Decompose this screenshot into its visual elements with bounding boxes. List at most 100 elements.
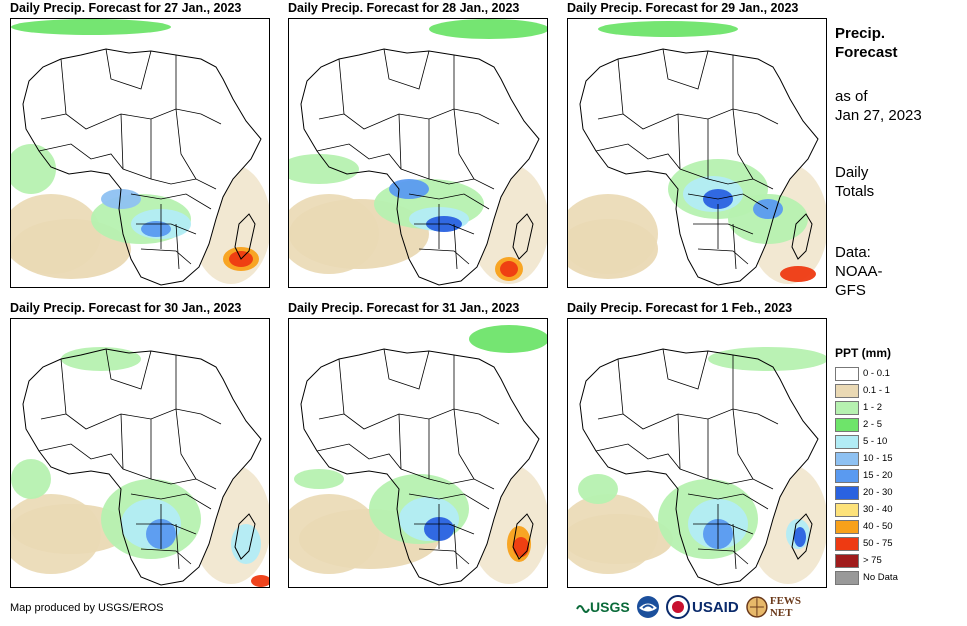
coastline	[22, 48, 262, 286]
africa-landmass	[23, 349, 261, 585]
usaid-seal-icon	[666, 595, 690, 619]
legend-label: 15 - 20	[863, 470, 893, 481]
country-border	[140, 504, 192, 570]
legend-swatch	[835, 384, 859, 398]
coastline	[579, 348, 819, 586]
legend-swatch	[835, 571, 859, 585]
legend-label: 10 - 15	[863, 453, 893, 464]
country-border	[130, 193, 212, 235]
africa-landmass	[23, 49, 261, 285]
panel-title: Daily Precip. Forecast for 29 Jan., 2023	[567, 1, 799, 15]
forecast-panel-6: Daily Precip. Forecast for 1 Feb., 2023	[567, 301, 827, 588]
country-border	[338, 358, 500, 430]
usgs-wave-icon	[576, 605, 590, 613]
country-border	[318, 348, 455, 420]
madagascar-outline	[791, 213, 813, 260]
fews-net-logo: FEWS NET	[746, 593, 826, 621]
rain-area	[11, 144, 56, 194]
madagascar-outline	[234, 513, 256, 560]
country-border	[597, 48, 734, 120]
madagascar-outline	[512, 513, 534, 560]
legend-label: 0 - 0.1	[863, 368, 890, 379]
legend-swatch	[835, 435, 859, 449]
africa-landmass	[301, 349, 539, 585]
coastline	[300, 48, 540, 286]
coastline	[22, 348, 262, 586]
rain-area	[294, 469, 344, 489]
country-border	[40, 48, 177, 120]
map-credit: Map produced by USGS/EROS	[10, 602, 164, 614]
legend-swatch	[835, 486, 859, 500]
country-border	[617, 58, 779, 130]
country-border	[120, 108, 197, 180]
legend-swatch	[835, 503, 859, 517]
legend-label: No Data	[863, 572, 898, 583]
africa-landmass	[580, 349, 818, 585]
as-of-date: as of Jan 27, 2023	[835, 88, 922, 124]
totals-note: Daily Totals	[835, 164, 875, 200]
rain-area	[780, 266, 816, 282]
data-source: Data: NOAA- GFS	[835, 244, 883, 299]
country-border	[140, 204, 192, 270]
rain-area	[513, 537, 529, 557]
rain-area	[429, 19, 547, 39]
legend-swatch	[835, 469, 859, 483]
country-border	[316, 143, 495, 190]
country-border	[60, 58, 222, 130]
rain-area	[141, 221, 171, 237]
fews-net-globe-icon	[746, 596, 768, 618]
country-border	[318, 48, 455, 120]
rain-area	[568, 219, 658, 279]
country-border	[597, 348, 734, 420]
usaid-logo: USAID	[666, 593, 739, 621]
legend-swatch	[835, 452, 859, 466]
legend-label: 20 - 30	[863, 487, 893, 498]
noaa-emblem-icon	[637, 596, 659, 618]
panel-title: Daily Precip. Forecast for 28 Jan., 2023	[288, 1, 520, 15]
country-border	[677, 108, 754, 180]
rain-area	[11, 504, 131, 554]
country-border	[38, 143, 217, 190]
country-border	[60, 358, 222, 430]
rain-area	[578, 474, 618, 504]
rain-area	[61, 347, 141, 371]
country-border	[40, 348, 177, 420]
panel-title: Daily Precip. Forecast for 30 Jan., 2023	[10, 301, 242, 315]
coastline	[300, 348, 540, 586]
country-border	[595, 443, 774, 490]
country-border	[130, 493, 212, 535]
panel-title: Daily Precip. Forecast for 1 Feb., 2023	[567, 301, 793, 315]
precip-map	[10, 318, 270, 588]
rain-area	[598, 21, 738, 37]
precip-map	[288, 18, 548, 288]
rain-area	[11, 19, 171, 35]
forecast-panel-5: Daily Precip. Forecast for 31 Jan., 2023	[288, 301, 548, 588]
legend-swatch	[835, 520, 859, 534]
legend-label: 1 - 2	[863, 402, 883, 413]
forecast-panel-3: Daily Precip. Forecast for 29 Jan., 2023	[567, 1, 827, 288]
legend-swatch	[835, 401, 859, 415]
forecast-panel-2: Daily Precip. Forecast for 28 Jan., 2023	[288, 1, 548, 288]
legend-swatch	[835, 367, 859, 381]
country-border	[38, 443, 217, 490]
panel-title: Daily Precip. Forecast for 27 Jan., 2023	[10, 1, 242, 15]
noaa-logo	[636, 593, 660, 621]
rain-area	[469, 325, 547, 353]
product-title: Precip. Forecast	[835, 25, 898, 61]
country-border	[338, 58, 500, 130]
legend-label: 0.1 - 1	[863, 385, 890, 396]
coastline	[579, 48, 819, 286]
legend-label: 2 - 5	[863, 419, 883, 430]
legend-swatch	[835, 418, 859, 432]
legend-swatch	[835, 554, 859, 568]
country-border	[697, 504, 749, 570]
madagascar-outline	[791, 513, 813, 560]
country-border	[687, 193, 769, 235]
precip-map	[567, 18, 827, 288]
madagascar-outline	[234, 213, 256, 260]
country-border	[398, 108, 475, 180]
rain-area	[289, 154, 359, 184]
rain-area	[794, 527, 806, 547]
country-border	[408, 193, 490, 235]
country-border	[697, 204, 749, 270]
